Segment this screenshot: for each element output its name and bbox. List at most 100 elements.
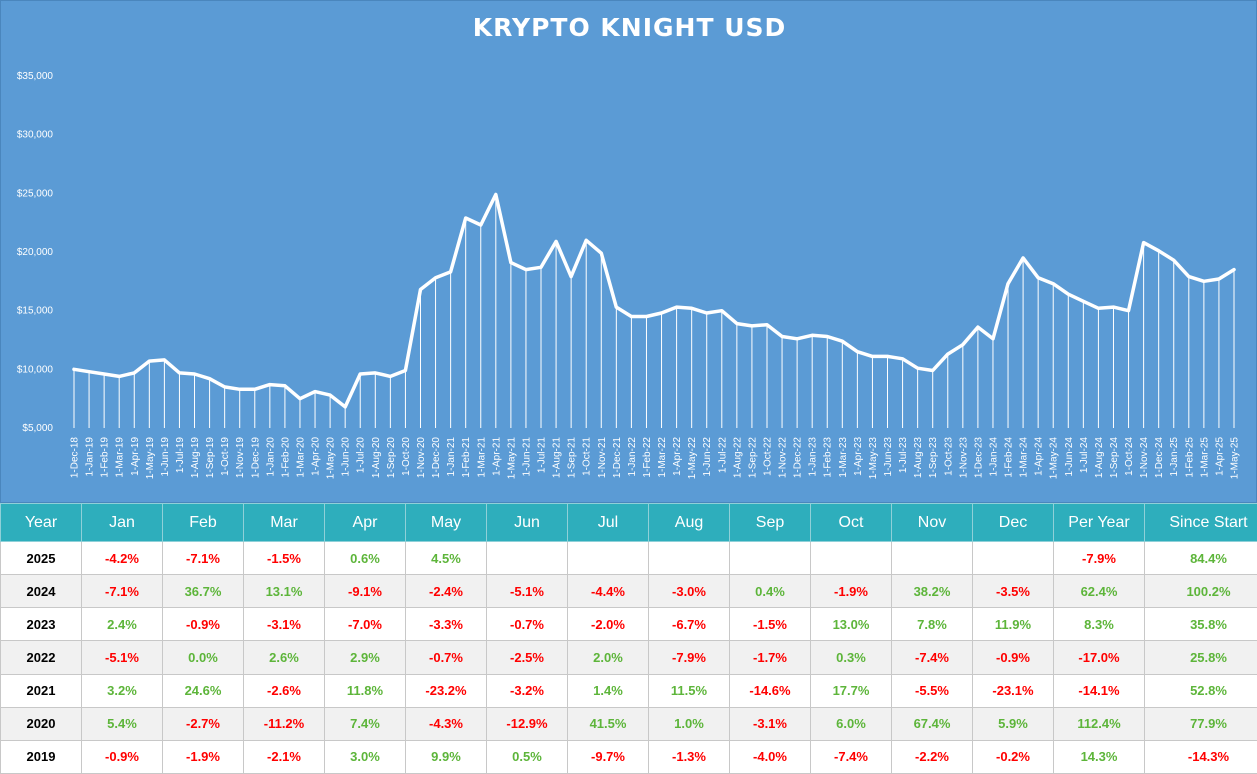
x-tick-label: 1-Apr-19	[130, 437, 141, 476]
return-cell: -11.2%	[243, 706, 325, 741]
return-cell: 6.0%	[810, 706, 892, 741]
return-cell: 25.8%	[1144, 640, 1257, 675]
y-tick-label: $35,000	[17, 71, 54, 82]
return-cell: 4.5%	[405, 540, 487, 576]
return-cell: -3.1%	[729, 706, 811, 741]
x-tick-label: 1-Jul-20	[356, 437, 367, 474]
return-cell: -4.2%	[81, 540, 163, 576]
return-cell: -23.1%	[972, 673, 1054, 708]
year-cell: 2023	[0, 607, 82, 642]
return-cell: 17.7%	[810, 673, 892, 708]
column-header: Nov	[891, 503, 973, 542]
column-header: Apr	[324, 503, 406, 542]
column-header: Jul	[567, 503, 649, 542]
column-header: Dec	[972, 503, 1054, 542]
x-tick-label: 1-Feb-19	[100, 437, 111, 478]
return-cell: -7.4%	[891, 640, 973, 675]
x-tick-label: 1-Nov-23	[958, 437, 969, 479]
x-tick-label: 1-Oct-19	[220, 437, 231, 476]
return-cell: -3.1%	[243, 607, 325, 642]
return-cell: -3.0%	[648, 574, 730, 609]
return-cell: -5.1%	[486, 574, 568, 609]
x-tick-label: 1-Jan-21	[446, 437, 457, 477]
return-cell: 1.4%	[567, 673, 649, 708]
x-tick-label: 1-Apr-21	[491, 437, 502, 476]
return-cell: 11.8%	[324, 673, 406, 708]
x-tick-label: 1-Sep-19	[205, 437, 216, 479]
x-tick-label: 1-Aug-21	[552, 437, 563, 479]
x-tick-label: 1-Jan-22	[627, 437, 638, 477]
return-cell: -5.5%	[891, 673, 973, 708]
x-tick-label: 1-Jul-22	[717, 437, 728, 474]
x-tick-label: 1-Jul-23	[898, 437, 909, 474]
return-cell: 7.8%	[891, 607, 973, 642]
x-tick-label: 1-Jan-24	[989, 437, 1000, 477]
return-cell: 2.0%	[567, 640, 649, 675]
y-tick-label: $30,000	[17, 130, 54, 141]
return-cell: -2.2%	[891, 739, 973, 774]
x-tick-label: 1-Jul-24	[1079, 437, 1090, 474]
table-row: 2023 2.4% -0.9% -3.1% -7.0% -3.3% -0.7% -2.0% -6…	[0, 607, 1257, 642]
x-tick-label: 1-May-20	[326, 437, 337, 480]
x-tick-label: 1-May-25	[1230, 437, 1241, 480]
x-tick-label: 1-Mar-25	[1199, 437, 1210, 478]
x-tick-label: 1-Feb-20	[280, 437, 291, 478]
return-cell: -4.0%	[729, 739, 811, 774]
return-cell	[567, 540, 649, 576]
chart-title: KRYPTO KNIGHT USD	[472, 13, 787, 42]
x-tick-label: 1-Dec-24	[1154, 437, 1165, 479]
return-cell: -7.4%	[810, 739, 892, 774]
y-tick-label: $10,000	[17, 364, 54, 375]
x-tick-label: 1-Sep-20	[386, 437, 397, 479]
table-body: 2025 -4.2% -7.1% -1.5% 0.6% 4.5% -7.9% 84.4% 202…	[0, 540, 1257, 774]
y-tick-label: $15,000	[17, 306, 54, 317]
return-cell: -2.1%	[243, 739, 325, 774]
x-tick-label: 1-Jun-21	[521, 437, 532, 477]
return-cell: 2.6%	[243, 640, 325, 675]
x-tick-label: 1-Dec-19	[250, 437, 261, 479]
return-cell: 14.3%	[1053, 739, 1145, 774]
x-tick-label: 1-Jun-19	[160, 437, 171, 477]
return-cell: 0.5%	[486, 739, 568, 774]
x-tick-label: 1-Nov-19	[235, 437, 246, 479]
return-cell: -14.6%	[729, 673, 811, 708]
return-cell: 0.3%	[810, 640, 892, 675]
return-cell: -0.9%	[972, 640, 1054, 675]
column-header: Since Start	[1144, 503, 1257, 542]
x-tick-label: 1-Mar-19	[115, 437, 126, 478]
return-cell: 3.0%	[324, 739, 406, 774]
return-cell: -0.2%	[972, 739, 1054, 774]
x-tick-label: 1-Dec-21	[612, 437, 623, 479]
return-cell: 7.4%	[324, 706, 406, 741]
return-cell: 36.7%	[162, 574, 244, 609]
return-cell: 100.2%	[1144, 574, 1257, 609]
x-tick-label: 1-Aug-22	[732, 437, 743, 479]
return-cell: -6.7%	[648, 607, 730, 642]
column-header: Aug	[648, 503, 730, 542]
x-tick-label: 1-Sep-21	[567, 437, 578, 479]
x-tick-label: 1-Jan-19	[85, 437, 96, 477]
return-cell: -1.3%	[648, 739, 730, 774]
x-tick-label: 1-Sep-22	[747, 437, 758, 479]
return-cell: 13.1%	[243, 574, 325, 609]
return-cell: -2.0%	[567, 607, 649, 642]
return-cell: -4.3%	[405, 706, 487, 741]
x-tick-label: 1-Jun-24	[1064, 437, 1075, 477]
return-cell: 5.4%	[81, 706, 163, 741]
column-header: Per Year	[1053, 503, 1145, 542]
column-header: Mar	[243, 503, 325, 542]
column-header: Oct	[810, 503, 892, 542]
x-tick-label: 1-Oct-24	[1124, 437, 1135, 476]
return-cell: -1.5%	[243, 540, 325, 576]
chart-panel: $5,000 $10,000 $15,000 $20,000 $25,000 $30,00…	[0, 0, 1257, 503]
return-cell: 24.6%	[162, 673, 244, 708]
x-tick-label: 1-Apr-24	[1034, 437, 1045, 476]
table-row: 2021 3.2% 24.6% -2.6% 11.8% -23.2% -3.2% 1.4% 11…	[0, 673, 1257, 708]
return-cell: -14.3%	[1144, 739, 1257, 774]
year-cell: 2021	[0, 673, 82, 708]
return-cell: -1.9%	[810, 574, 892, 609]
x-tick-label: 1-Dec-20	[431, 437, 442, 479]
x-tick-label: 1-Feb-24	[1004, 437, 1015, 478]
x-tick-label: 1-Apr-22	[672, 437, 683, 476]
x-tick-label: 1-Mar-23	[838, 437, 849, 478]
